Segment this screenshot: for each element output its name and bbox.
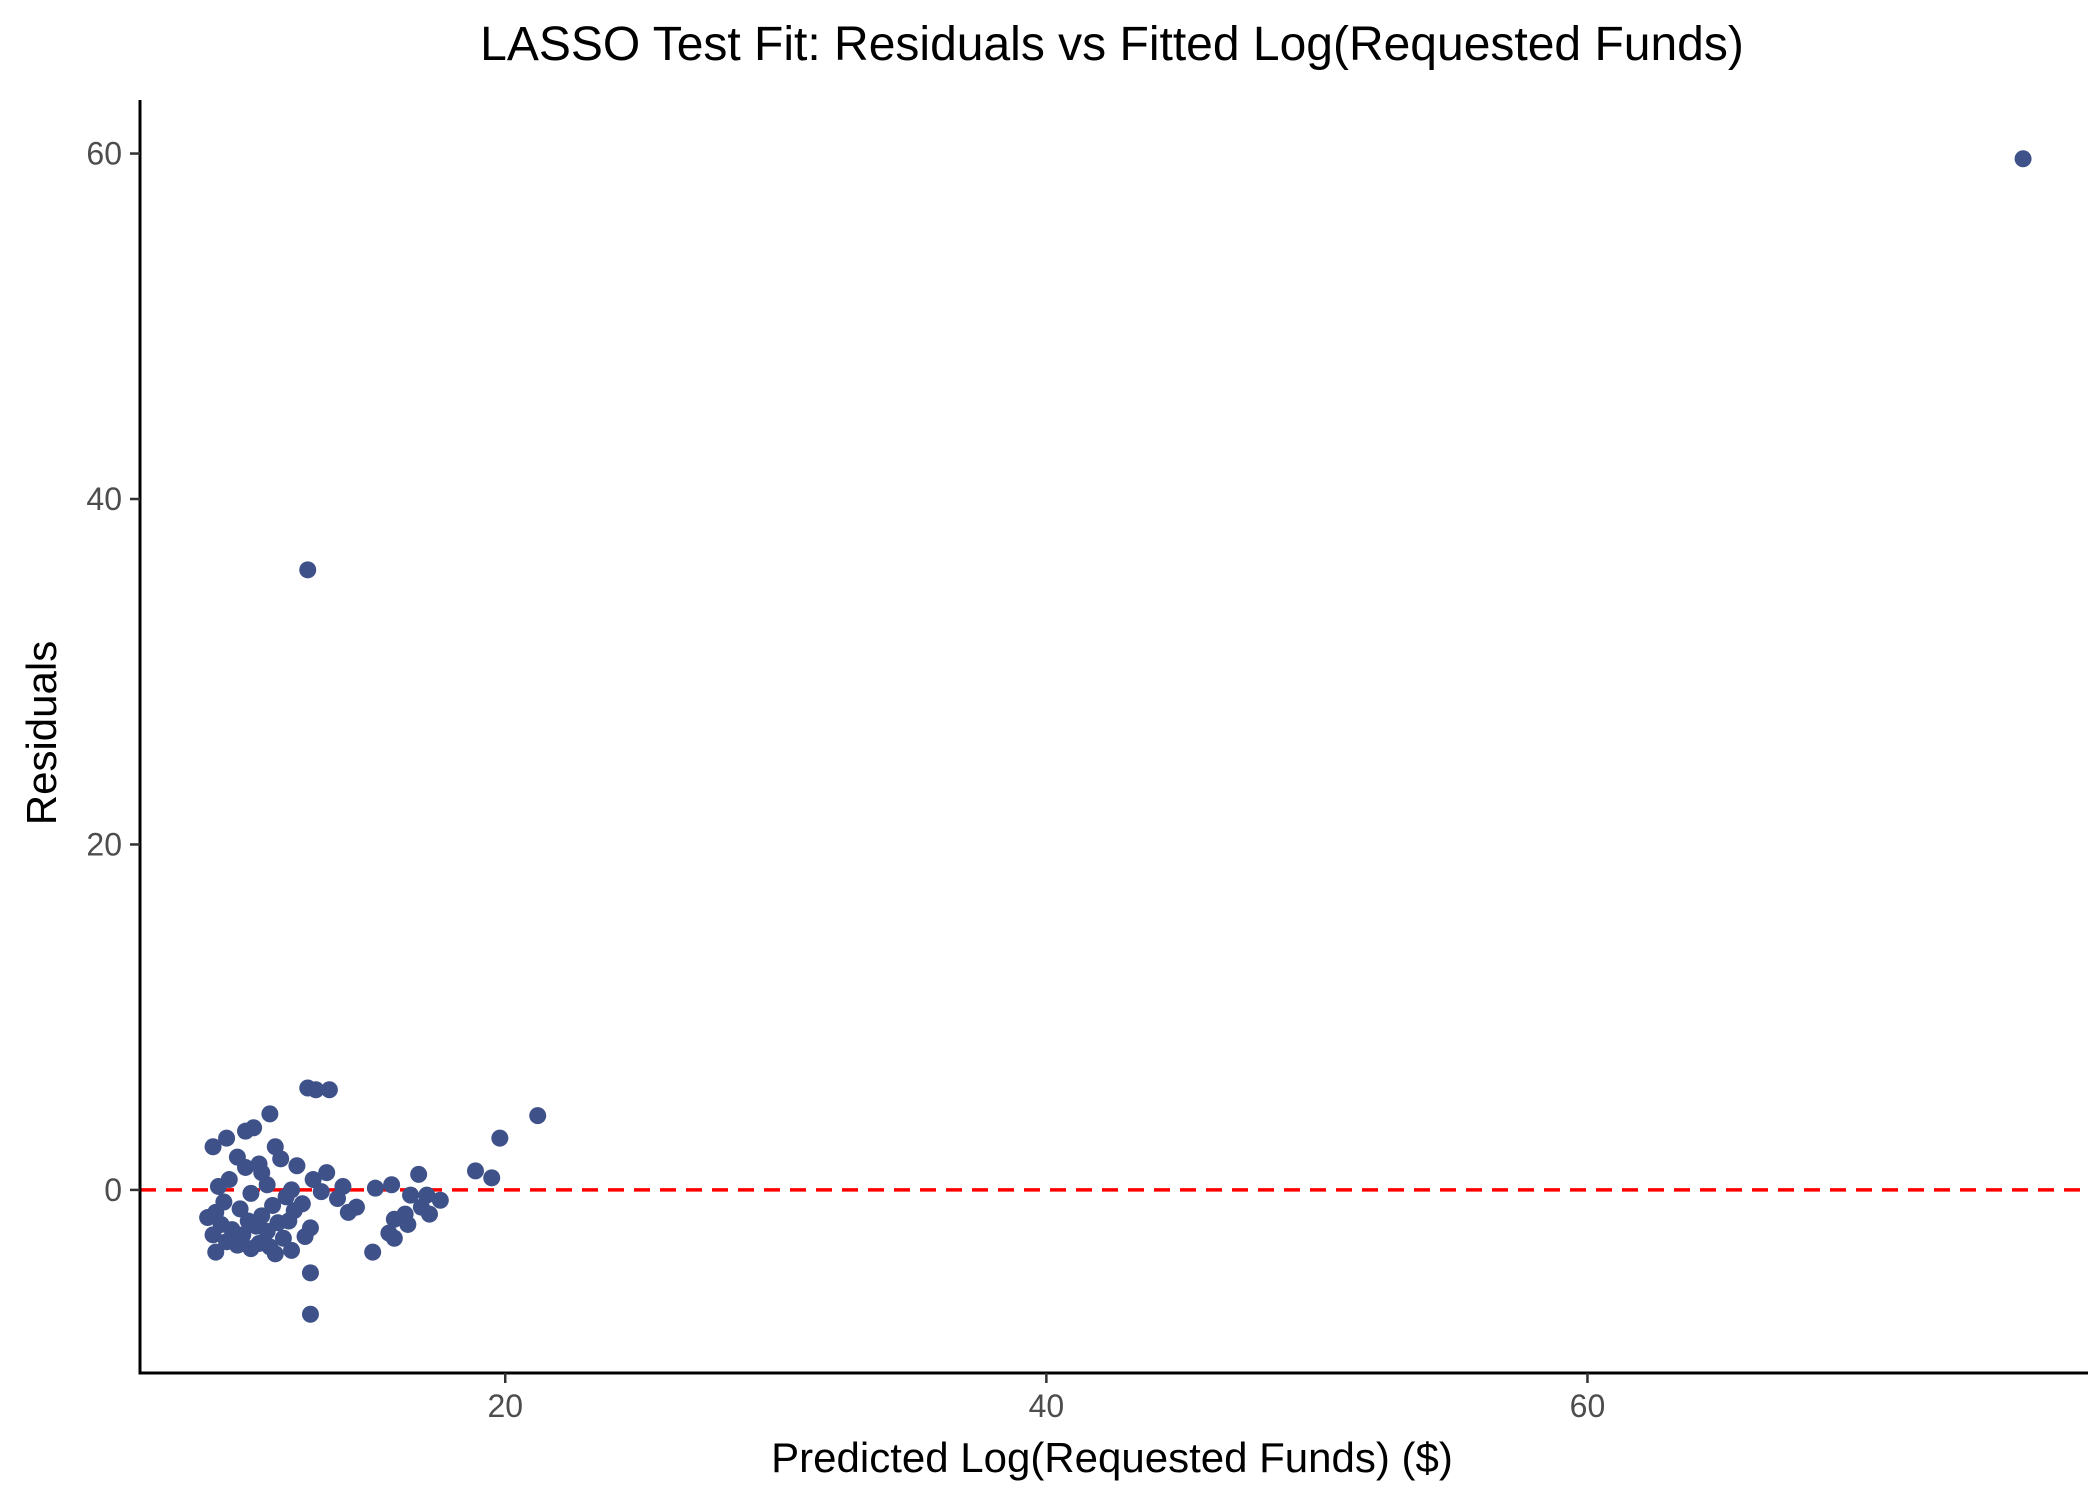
data-point bbox=[466, 1162, 484, 1180]
data-point bbox=[266, 1245, 284, 1263]
data-point bbox=[242, 1240, 260, 1258]
data-point bbox=[242, 1184, 260, 1202]
data-point bbox=[329, 1190, 347, 1208]
data-point bbox=[420, 1205, 438, 1223]
x-tick-label: 20 bbox=[487, 1388, 523, 1424]
data-point bbox=[385, 1210, 403, 1228]
data-point bbox=[209, 1177, 227, 1195]
data-point bbox=[318, 1164, 336, 1182]
data-point bbox=[312, 1183, 330, 1201]
data-point bbox=[264, 1196, 282, 1214]
data-point bbox=[383, 1176, 401, 1194]
data-point bbox=[491, 1129, 509, 1147]
data-point bbox=[272, 1150, 290, 1168]
data-point bbox=[299, 561, 317, 579]
data-point bbox=[288, 1157, 306, 1175]
plot-area bbox=[140, 150, 2088, 1323]
data-point bbox=[364, 1243, 382, 1261]
data-point bbox=[204, 1226, 222, 1244]
data-point bbox=[529, 1107, 547, 1125]
y-axis-label: Residuals bbox=[18, 641, 65, 825]
y-tick-label: 60 bbox=[86, 136, 122, 172]
data-point bbox=[339, 1203, 357, 1221]
data-point bbox=[218, 1129, 236, 1147]
data-point bbox=[399, 1215, 417, 1233]
y-tick-label: 40 bbox=[86, 481, 122, 517]
x-tick-label: 60 bbox=[1570, 1388, 1606, 1424]
data-point bbox=[258, 1176, 276, 1194]
data-point bbox=[204, 1138, 222, 1156]
data-point bbox=[366, 1179, 384, 1197]
data-point bbox=[228, 1236, 246, 1254]
x-tick-label: 40 bbox=[1029, 1388, 1065, 1424]
data-point bbox=[385, 1229, 403, 1247]
data-point bbox=[304, 1171, 322, 1189]
data-point bbox=[277, 1188, 295, 1206]
data-point bbox=[261, 1105, 279, 1123]
data-point bbox=[483, 1169, 501, 1187]
data-point bbox=[283, 1241, 301, 1259]
data-point bbox=[274, 1229, 292, 1247]
data-point bbox=[320, 1081, 338, 1099]
data-point bbox=[258, 1222, 276, 1240]
data-point bbox=[402, 1186, 420, 1204]
data-point bbox=[237, 1122, 255, 1140]
x-axis-label: Predicted Log(Requested Funds) ($) bbox=[771, 1434, 1453, 1481]
data-point bbox=[431, 1191, 449, 1209]
data-point bbox=[199, 1209, 217, 1227]
y-tick-label: 0 bbox=[104, 1172, 122, 1208]
data-point bbox=[301, 1264, 319, 1282]
data-point bbox=[231, 1200, 249, 1218]
chart-title: LASSO Test Fit: Residuals vs Fitted Log(… bbox=[480, 18, 1744, 71]
axes: 20 40 60 0 20 40 60 bbox=[86, 100, 2088, 1424]
data-point bbox=[301, 1305, 319, 1323]
data-point bbox=[207, 1243, 225, 1261]
data-point bbox=[296, 1228, 314, 1246]
data-point bbox=[237, 1158, 255, 1176]
data-point bbox=[2014, 150, 2032, 168]
y-tick-label: 20 bbox=[86, 826, 122, 862]
data-point bbox=[307, 1081, 325, 1099]
data-point bbox=[410, 1165, 428, 1183]
